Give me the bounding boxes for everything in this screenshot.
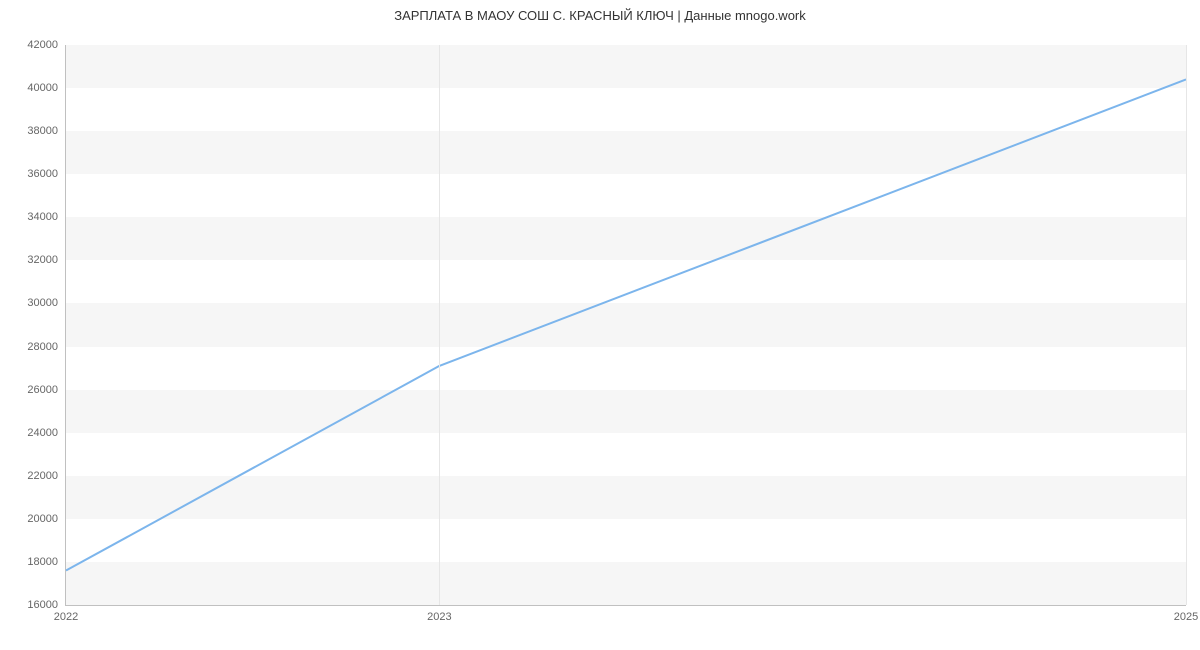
chart-title: ЗАРПЛАТА В МАОУ СОШ С. КРАСНЫЙ КЛЮЧ | Да… bbox=[0, 0, 1200, 23]
x-grid-line bbox=[439, 45, 440, 605]
x-tick-label: 2025 bbox=[1174, 605, 1198, 623]
y-tick-label: 24000 bbox=[27, 427, 66, 439]
y-tick-label: 32000 bbox=[27, 254, 66, 266]
x-tick-label: 2023 bbox=[427, 605, 451, 623]
plot-area: 1600018000200002200024000260002800030000… bbox=[65, 45, 1186, 606]
x-tick-label: 2022 bbox=[54, 605, 78, 623]
salary-chart: ЗАРПЛАТА В МАОУ СОШ С. КРАСНЫЙ КЛЮЧ | Да… bbox=[0, 0, 1200, 650]
y-tick-label: 36000 bbox=[27, 168, 66, 180]
y-tick-label: 22000 bbox=[27, 470, 66, 482]
y-tick-label: 18000 bbox=[27, 556, 66, 568]
series-line bbox=[66, 79, 1186, 570]
line-layer bbox=[66, 45, 1186, 605]
y-tick-label: 38000 bbox=[27, 125, 66, 137]
y-tick-label: 34000 bbox=[27, 211, 66, 223]
y-tick-label: 26000 bbox=[27, 384, 66, 396]
y-tick-label: 30000 bbox=[27, 297, 66, 309]
y-tick-label: 28000 bbox=[27, 341, 66, 353]
y-tick-label: 40000 bbox=[27, 82, 66, 94]
y-tick-label: 42000 bbox=[27, 39, 66, 51]
x-grid-line bbox=[1186, 45, 1187, 605]
y-tick-label: 20000 bbox=[27, 513, 66, 525]
